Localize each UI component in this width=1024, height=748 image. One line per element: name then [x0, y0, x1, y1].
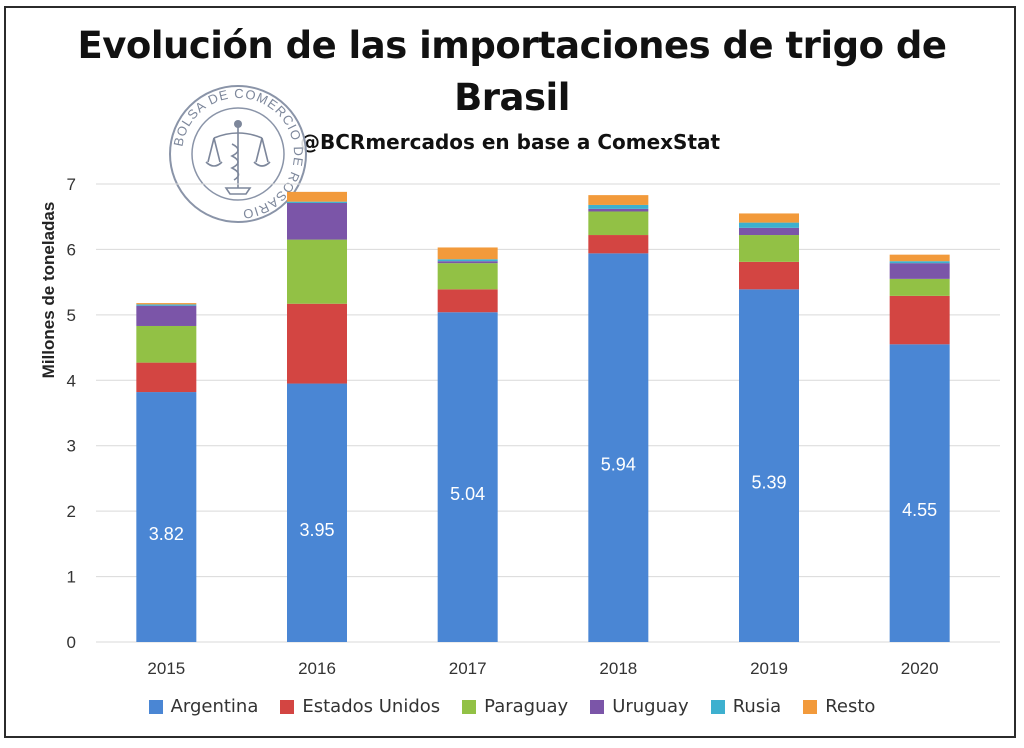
y-tick-label: 3	[67, 437, 76, 456]
bar-segment	[136, 392, 197, 642]
legend-label: Paraguay	[484, 696, 569, 717]
y-tick-label: 7	[67, 175, 76, 194]
bar-segment	[889, 278, 950, 296]
bar-segment	[437, 312, 498, 642]
data-label: 5.04	[450, 484, 485, 504]
legend-label: Uruguay	[612, 696, 689, 717]
legend-label: Argentina	[170, 696, 259, 717]
x-tick-label: 2018	[599, 659, 637, 678]
x-tick-label: 2016	[298, 659, 336, 678]
x-tick-label: 2017	[449, 659, 487, 678]
data-label: 5.94	[601, 455, 636, 475]
bar-segment	[739, 222, 799, 228]
bolsa-comercio-rosario-seal: BOLSA DE COMERCIO DE ROSARIO	[169, 85, 307, 223]
legend-swatch	[590, 699, 605, 714]
bar-segment	[437, 263, 498, 290]
bar-segment	[889, 261, 950, 264]
legend-item: Paraguay	[462, 696, 568, 717]
bar-segment	[437, 289, 498, 313]
bar-segment	[136, 305, 197, 326]
legend-item: Estados Unidos	[280, 696, 440, 717]
y-tick-label: 4	[67, 371, 76, 390]
bar-segment	[739, 235, 799, 262]
data-label: 5.39	[751, 473, 786, 493]
bar-segment	[136, 325, 197, 363]
legend-swatch	[803, 699, 818, 714]
bar-segment	[889, 263, 950, 279]
bar-segment	[889, 295, 950, 345]
bar-segment	[588, 253, 649, 642]
bar-segment	[287, 239, 347, 304]
y-tick-label: 6	[67, 240, 76, 259]
y-tick-label: 1	[67, 568, 76, 587]
bar-segment	[739, 213, 799, 223]
legend-label: Rusia	[732, 696, 782, 717]
x-tick-label: 2019	[750, 659, 788, 678]
bar-segment	[136, 362, 197, 393]
y-tick-label: 5	[67, 306, 76, 325]
bar-segment	[136, 304, 197, 306]
chart-title-line2: Brasil	[454, 76, 570, 119]
bar-segment	[588, 204, 649, 209]
bar-segment	[739, 261, 799, 290]
bar-segment	[287, 202, 347, 240]
bar-segment	[287, 303, 347, 384]
bar-segment	[588, 235, 649, 254]
chart-legend: Argentina Estados Unidos Paraguay Uruguay Ru…	[0, 696, 1024, 717]
legend-swatch	[710, 699, 725, 714]
legend-swatch	[280, 699, 295, 714]
bar-segment	[437, 247, 498, 260]
stacked-bar-chart: 0 1 2 3 4 5 6 7 3.82 2015 3.95 2016 5.04 2017 5.94 2018…	[67, 175, 1000, 678]
bar-segment	[588, 195, 649, 205]
legend-item: Resto	[803, 696, 875, 717]
bar-segment	[889, 254, 950, 262]
legend-swatch	[462, 699, 477, 714]
bar-segment	[588, 211, 649, 236]
data-label: 3.82	[149, 524, 184, 544]
y-tick-label: 2	[67, 502, 76, 521]
bar-segment	[287, 191, 347, 202]
legend-swatch	[148, 699, 163, 714]
bar-segment	[287, 201, 347, 203]
bar-segment	[739, 289, 799, 642]
legend-label: Estados Unidos	[302, 696, 441, 717]
bar-segment	[889, 344, 950, 642]
bar-segment	[437, 261, 498, 264]
bar-segment	[287, 383, 347, 642]
chart-title-line1: Evolución de las importaciones de trigo …	[77, 24, 947, 67]
x-tick-label: 2020	[901, 659, 939, 678]
bar-segment	[739, 227, 799, 236]
y-tick-label: 0	[67, 633, 76, 652]
legend-item: Argentina	[148, 696, 259, 717]
bar-segment	[588, 208, 649, 212]
bar-segment	[437, 259, 498, 262]
data-label: 3.95	[299, 520, 334, 540]
bar-segment	[136, 303, 197, 305]
chart-subtitle: @BCRmercados en base a ComexStat	[300, 130, 721, 154]
x-tick-label: 2015	[147, 659, 185, 678]
legend-item: Rusia	[710, 696, 782, 717]
data-label: 4.55	[902, 500, 937, 520]
legend-label: Resto	[825, 696, 876, 717]
legend-item: Uruguay	[590, 696, 689, 717]
